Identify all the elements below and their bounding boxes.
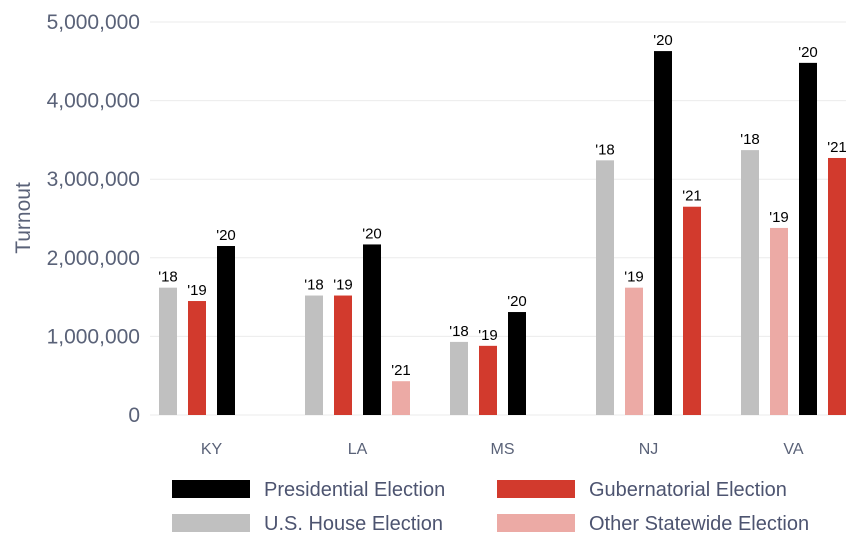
bar-ky-gubernatorial-election [188,301,206,415]
bar-va-presidential-election [799,62,817,415]
bar-nj-presidential-election [654,51,672,415]
bar-nj-gubernatorial-election [683,206,701,415]
legend-label: Presidential Election [264,479,445,501]
bar-year-label: '20 [362,225,382,242]
y-axis-title: Turnout [12,182,35,254]
x-tick-label: MS [491,441,515,458]
bar-year-label: '18 [595,141,615,158]
legend-item: Gubernatorial Election [497,479,787,501]
bar-va-other-statewide-election [770,227,788,415]
legend-label: Other Statewide Election [589,513,809,533]
legend: Presidential Election Gubernatorial Elect… [172,479,809,533]
bar-year-label: '19 [769,209,789,226]
legend-item: Presidential Election [172,479,445,501]
y-tick-label: 5,000,000 [47,11,140,34]
x-tick-label: VA [783,441,803,458]
legend-swatch [172,480,250,498]
x-axis-ticks: KY LA MS NJ VA [201,441,804,458]
bar-ms-gubernatorial-election [479,345,497,415]
bars [159,51,846,416]
bar-nj-other-statewide-election [625,287,643,415]
bar-year-label: '19 [187,282,207,299]
legend-swatch [172,514,250,532]
x-tick-label: KY [201,441,223,458]
y-axis-ticks: 0 1,000,000 2,000,000 3,000,000 4,000,000 5,0… [47,11,140,427]
bar-la-presidential-election [363,244,381,415]
bar-year-label: '18 [158,269,178,286]
bar-labels: '18 '19 '20 '18 '19 '20 '21 '18 '19 '20 '18 '19 '20 '… [158,32,847,379]
bar-year-label: '19 [333,277,353,294]
bar-ms-presidential-election [508,312,526,415]
bar-year-label: '20 [798,44,818,61]
bar-ky-u-s-house-election [159,287,177,415]
bar-year-label: '21 [682,188,702,205]
legend-item: U.S. House Election [172,513,443,533]
bar-year-label: '20 [653,32,673,49]
bar-year-label: '21 [827,139,847,156]
bar-year-label: '21 [391,362,411,379]
bar-year-label: '20 [507,293,527,310]
bar-va-gubernatorial-election [828,157,846,415]
legend-swatch [497,514,575,532]
y-tick-label: 0 [128,404,140,427]
x-tick-label: NJ [639,441,659,458]
y-tick-label: 4,000,000 [47,90,140,113]
bar-ms-u-s-house-election [450,341,468,415]
legend-label: U.S. House Election [264,513,443,533]
bar-la-gubernatorial-election [334,295,352,415]
bar-la-other-statewide-election [392,381,410,415]
y-tick-label: 3,000,000 [47,168,140,191]
y-tick-label: 2,000,000 [47,247,140,270]
bar-nj-u-s-house-election [596,160,614,415]
bar-year-label: '18 [740,131,760,148]
bar-ky-presidential-election [217,246,235,415]
legend-label: Gubernatorial Election [589,479,787,501]
bar-la-u-s-house-election [305,295,323,415]
bar-va-u-s-house-election [741,150,759,416]
bar-year-label: '20 [216,227,236,244]
y-tick-label: 1,000,000 [47,325,140,348]
bar-year-label: '18 [304,277,324,294]
gridlines [150,21,846,416]
legend-swatch [497,480,575,498]
legend-item: Other Statewide Election [497,513,809,533]
bar-year-label: '18 [449,323,469,340]
bar-year-label: '19 [624,269,644,286]
bar-year-label: '19 [478,327,498,344]
x-tick-label: LA [348,441,368,458]
